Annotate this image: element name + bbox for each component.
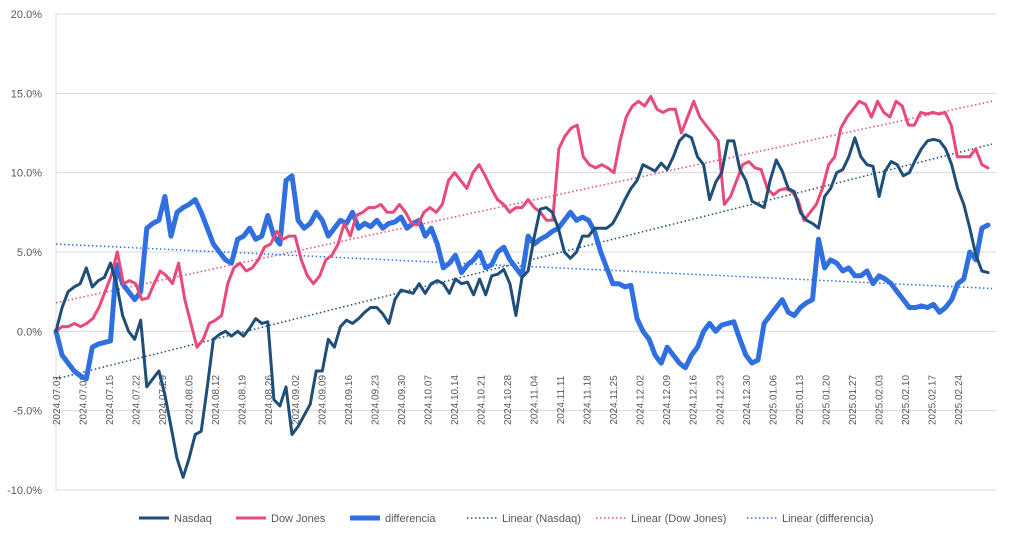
x-tick-label: 2024.11.11 [556,375,567,424]
x-tick-label: 2024.09.23 [370,375,381,425]
x-tick-label: 2024.11.04 [530,375,541,425]
series-line-nasdaq [54,133,990,479]
x-tick-label: 2024.07.08 [79,375,90,425]
y-tick-label: 15.0% [11,88,42,100]
x-tick-label: 2024.07.15 [105,375,116,425]
x-tick-label: 2024.08.26 [264,375,275,425]
legend-label: differencia [385,513,436,525]
x-tick-label: 2024.11.18 [583,375,594,425]
y-tick-label: 20.0% [11,9,42,21]
x-tick-label: 2024.12.16 [689,375,700,425]
x-tick-label: 2025.01.06 [768,375,779,425]
x-tick-label: 2024.10.14 [450,375,461,425]
x-tick-label: 2024.08.12 [211,375,222,425]
x-tick-label: 2025.02.17 [927,375,938,425]
x-tick-label: 2024.09.02 [291,375,302,425]
x-tick-label: 2025.02.10 [901,375,912,425]
x-axis-tick-labels: 2024.07.01 2024.07.08 2024.07.15 2024.07.22… [52,375,965,425]
x-tick-label: 2024.09.30 [397,375,408,425]
legend-label: Linear (differencia) [782,513,874,525]
x-tick-label: 2024.09.09 [317,375,328,425]
x-tick-label: 2024.10.28 [503,375,514,425]
x-tick-label: 2025.01.27 [848,375,859,425]
legend-label: Linear (Nasdaq) [502,513,581,525]
legend-label: Dow Jones [271,513,326,525]
y-axis-tick-labels: -10.0% -5.0% 0.0% 5.0% 10.0% 15.0% 20.0% [7,9,42,497]
x-tick-label: 2024.12.02 [636,375,647,425]
x-tick-label: 2024.07.01 [52,375,63,425]
y-tick-label: -5.0% [13,406,42,418]
x-tick-label: 2025.01.13 [795,375,806,425]
legend-label: Nasdaq [174,513,212,525]
x-tick-label: 2024.12.23 [715,375,726,425]
x-tick-label: 2024.12.09 [662,375,673,425]
x-tick-label: 2024.10.07 [423,375,434,425]
x-tick-label: 2025.02.24 [954,375,965,425]
x-tick-label: 2024.07.29 [158,375,169,425]
x-tick-label: 2024.08.19 [238,375,249,425]
x-tick-label: 2025.01.20 [821,375,832,425]
series-lines [53,95,991,479]
y-tick-label: 0.0% [17,326,42,338]
series-line-dow-jones [54,95,990,349]
trendlines [55,100,993,380]
y-tick-label: 5.0% [17,247,42,259]
x-tick-label: 2024.12.30 [742,375,753,425]
x-tick-label: 2024.08.05 [185,375,196,425]
legend: Nasdaq Dow Jones differencia Linear (Nasdaq… [139,513,874,525]
x-tick-label: 2024.11.25 [609,375,620,425]
legend-label: Linear (Dow Jones) [631,513,726,525]
x-tick-label: 2024.09.16 [344,375,355,425]
x-tick-label: 2024.10.21 [476,375,487,425]
y-tick-label: 10.0% [11,168,42,180]
y-tick-label: -10.0% [7,485,42,497]
x-tick-label: 2025.02.03 [874,375,885,425]
x-tick-label: 2024.07.22 [132,375,143,425]
